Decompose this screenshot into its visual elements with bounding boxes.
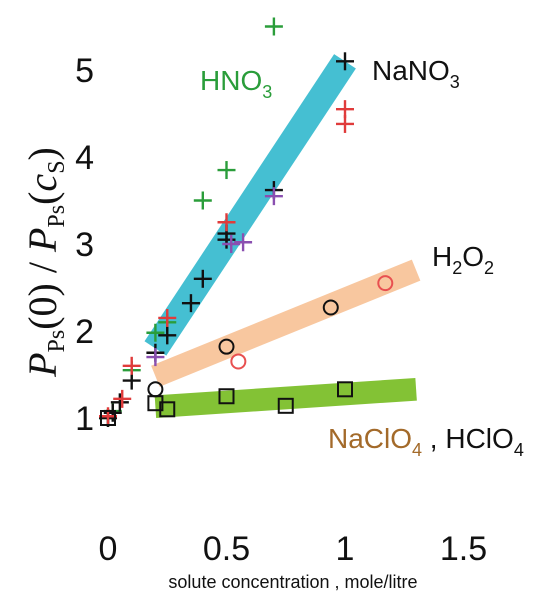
- plus-marker-3-0: [146, 348, 165, 367]
- label-nano3-main: NaNO: [372, 55, 450, 86]
- square-marker-6-0: [100, 410, 116, 426]
- plus-marker-2-1: [113, 389, 132, 408]
- circle-marker-4-0: [147, 381, 164, 398]
- label-naclo4: NaClO4 , HClO4: [328, 423, 524, 460]
- plus-marker-3-3: [264, 187, 283, 206]
- circle-marker-4-1: [218, 338, 235, 355]
- y-axis-label: PPs(0) / PPs(cS): [20, 147, 70, 378]
- label-h2o2-main2: O: [462, 241, 484, 272]
- y-tick-label-1: 2: [75, 313, 94, 351]
- y-tick-label-4: 5: [75, 52, 94, 90]
- plus-marker-2-6: [336, 114, 354, 133]
- y-label-p1: P: [20, 352, 65, 377]
- x-tick-label-1: 0.5: [203, 530, 250, 568]
- label-h2o2: H2O2: [432, 241, 494, 278]
- y-label-sub2: Ps: [44, 205, 70, 228]
- label-h2o2-sub2: 2: [484, 258, 494, 278]
- y-tick-labels: 1 2 3 4 5: [75, 52, 94, 438]
- y-label-mid: (0) /: [20, 252, 65, 330]
- y-tick-label-2: 3: [75, 226, 94, 264]
- square-marker-6-3: [218, 388, 235, 405]
- square-marker-6-4: [277, 397, 294, 414]
- y-tick-label-0: 1: [75, 400, 94, 438]
- label-hno3: HNO3: [200, 65, 272, 102]
- label-hno3-sub: 3: [262, 82, 272, 102]
- data-points: [99, 17, 394, 427]
- plus-marker-0-6: [217, 161, 236, 180]
- square-marker-6-2: [159, 401, 176, 418]
- label-h2o2-sub: 2: [452, 258, 462, 278]
- plus-marker-3-1: [222, 235, 241, 253]
- plus-marker-2-3: [158, 308, 177, 327]
- plus-marker-0-7: [264, 17, 283, 36]
- plus-marker-1-7: [193, 269, 212, 288]
- trend-bands: [144, 54, 421, 418]
- circle-marker-5-0: [230, 353, 247, 370]
- x-tick-label-3: 1.5: [440, 530, 487, 568]
- x-axis-label: solute concentration , mole/litre: [168, 572, 417, 592]
- label-h2o2-main: H: [432, 241, 452, 272]
- square-marker-6-5: [337, 381, 353, 398]
- label-naclo4-main: NaClO: [328, 423, 412, 454]
- x-tick-label-2: 1: [336, 530, 355, 568]
- label-naclo4-sub: 4: [412, 440, 422, 460]
- plus-marker-1-6: [181, 294, 200, 313]
- y-label-close: ): [20, 147, 65, 160]
- y-label-sub1: Ps: [44, 330, 70, 353]
- plus-marker-1-1: [103, 403, 122, 422]
- trend-band-0: [144, 54, 356, 356]
- plus-marker-1-5: [158, 326, 177, 345]
- plus-marker-0-5: [193, 191, 212, 210]
- label-hclo4-main: , HClO: [422, 423, 514, 454]
- trend-band-1: [151, 259, 421, 387]
- circle-marker-4-2: [322, 299, 339, 316]
- x-tick-label-0: 0: [99, 530, 118, 568]
- y-label-p2: P: [20, 228, 65, 253]
- plus-marker-0-3: [146, 323, 165, 342]
- y-label-open: (: [20, 192, 65, 205]
- plus-marker-1-11: [336, 52, 354, 71]
- plus-marker-1-2: [110, 393, 129, 412]
- label-hclo4-sub: 4: [514, 440, 524, 460]
- plus-marker-2-2: [122, 356, 141, 375]
- label-nano3-sub: 3: [450, 72, 460, 92]
- plus-marker-3-2: [234, 233, 253, 252]
- x-tick-labels: 0 0.5 1 1.5: [99, 530, 488, 568]
- circle-marker-5-1: [377, 275, 394, 292]
- label-nano3: NaNO3: [372, 55, 460, 92]
- y-label-sub3: S: [44, 160, 70, 173]
- y-label-c: c: [20, 174, 65, 192]
- plus-marker-2-4: [217, 213, 236, 232]
- label-hno3-main: HNO: [200, 65, 262, 96]
- y-tick-label-3: 4: [75, 139, 94, 177]
